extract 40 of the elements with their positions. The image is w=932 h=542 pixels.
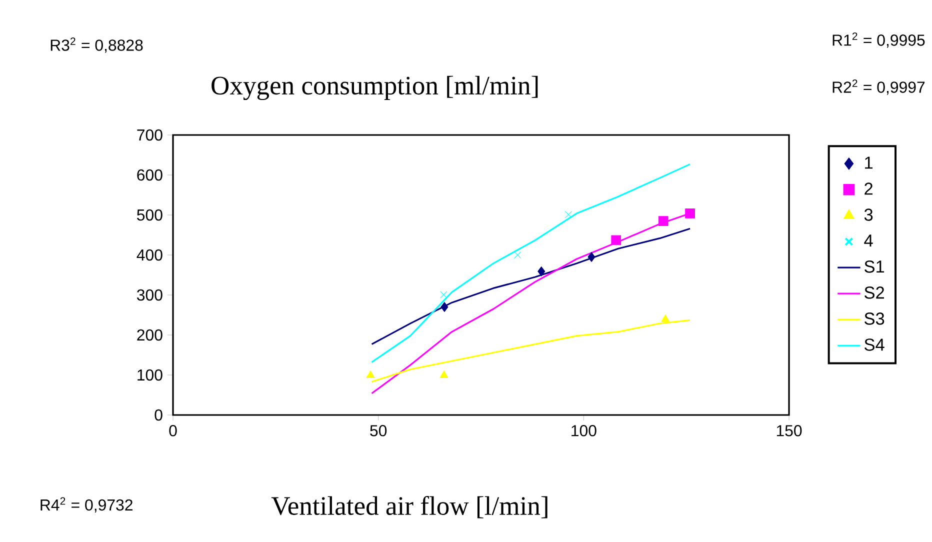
y-tick-label: 200 (137, 329, 162, 341)
legend-label: 4 (864, 234, 873, 247)
y-tick-label: 300 (136, 289, 162, 301)
y-tick-label: 500 (137, 209, 162, 221)
x-tick-label: 0 (169, 425, 177, 436)
text: R4$^{2}$ = 0,9732 (40, 497, 132, 513)
point (685, 208, 695, 218)
legend-label: 2 (864, 182, 872, 195)
x-tick-label: 100 (572, 425, 596, 436)
line-series (370, 163, 691, 364)
y-tick-label: 700 (137, 129, 162, 141)
x-tick-label: 50 (370, 425, 387, 436)
point (564, 211, 572, 218)
legend-label: S3 (864, 312, 884, 325)
text: R3$^{2}$ = 0,8828 (50, 38, 143, 53)
point (514, 251, 522, 259)
point (658, 216, 668, 226)
legend-label: 3 (864, 208, 873, 221)
legend-label: S1 (864, 260, 884, 273)
point (661, 314, 670, 322)
line-series (370, 228, 691, 346)
x-tick-label: 150 (776, 425, 802, 436)
point (440, 291, 448, 298)
x-axis-title: Ventilated air flow [l/min] (271, 496, 548, 518)
chart-title: Oxygen consumption [ml/min] (212, 76, 538, 100)
y-tick-label: 400 (136, 249, 162, 261)
legend-label: S4 (864, 338, 884, 351)
point (611, 235, 622, 246)
point (588, 252, 596, 262)
text: R2$^{2}$ = 0,9997 (832, 80, 925, 95)
point (366, 370, 375, 378)
y-tick-label: 600 (137, 169, 162, 181)
point (440, 370, 448, 378)
text: R1$^{2}$ = 0,9995 (832, 32, 925, 48)
legend-label: 1 (865, 156, 873, 169)
point (440, 302, 448, 312)
legend-label: S2 (864, 286, 884, 299)
y-tick-label: 100 (138, 369, 162, 381)
y-tick-label: 0 (154, 409, 162, 421)
point (538, 266, 546, 276)
